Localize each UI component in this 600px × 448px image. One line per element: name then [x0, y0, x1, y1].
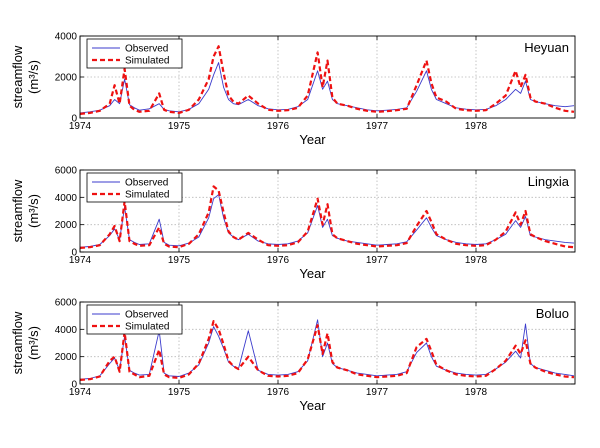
x-tick-label: 1977 — [366, 255, 389, 266]
y-axis-unit: (m³/s) — [26, 326, 41, 360]
axes-frame — [79, 169, 576, 253]
legend-label-observed: Observed — [125, 178, 168, 189]
x-tick-label: 1974 — [69, 387, 92, 398]
station-label: Heyuan — [524, 40, 569, 55]
x-tick-label: 1974 — [69, 121, 92, 132]
y-axis-unit: (m³/s) — [26, 194, 41, 228]
x-tick-label: 1977 — [366, 121, 389, 132]
series-line-simulated — [79, 185, 575, 249]
legend-box — [86, 304, 183, 335]
panel-heyuan: 1974 1975 1976 1977 1978 0 2000 4000 Year streamf… — [10, 32, 576, 147]
x-tick-label: 1975 — [168, 255, 191, 266]
legend-box — [86, 38, 183, 69]
y-tick-label: 0 — [71, 114, 77, 125]
x-tick-label: 1975 — [168, 387, 191, 398]
x-tick-label: 1975 — [168, 121, 191, 132]
y-tick-label: 2000 — [55, 220, 78, 231]
x-tick-label: 1978 — [465, 121, 488, 132]
x-tick-label: 1976 — [267, 121, 290, 132]
series-line-observed — [79, 194, 575, 248]
y-axis-unit: (m³/s) — [26, 60, 41, 94]
y-tick-label: 6000 — [55, 166, 78, 177]
series-line-simulated — [79, 45, 575, 115]
legend-label-simulated: Simulated — [125, 322, 169, 333]
panel-lingxia: 1974 1975 1976 1977 1978 0 2000 4000 6000 Year str… — [10, 166, 576, 281]
axes-frame — [79, 301, 576, 385]
x-tick-label: 1974 — [69, 255, 92, 266]
legend-label-simulated: Simulated — [125, 190, 169, 201]
x-axis-label: Year — [299, 132, 326, 147]
y-tick-label: 4000 — [55, 325, 78, 336]
x-tick-label: 1978 — [465, 387, 488, 398]
x-tick-label: 1976 — [267, 255, 290, 266]
y-tick-label: 6000 — [55, 298, 78, 309]
station-label: Boluo — [536, 306, 569, 321]
y-tick-label: 2000 — [55, 73, 78, 84]
y-tick-label: 4000 — [55, 193, 78, 204]
legend-label-observed: Observed — [125, 44, 168, 55]
y-tick-label: 0 — [71, 380, 77, 391]
y-axis-label: streamflow — [10, 45, 25, 108]
y-axis-label: streamflow — [10, 179, 25, 242]
legend-box — [86, 172, 183, 203]
legend-label-observed: Observed — [125, 310, 168, 321]
legend-label-simulated: Simulated — [125, 56, 169, 67]
x-axis-label: Year — [299, 266, 326, 281]
y-tick-label: 2000 — [55, 352, 78, 363]
series-line-simulated — [79, 320, 575, 381]
station-label: Lingxia — [528, 174, 570, 189]
x-tick-label: 1978 — [465, 255, 488, 266]
x-axis-label: Year — [299, 398, 326, 413]
y-tick-label: 4000 — [55, 32, 78, 43]
x-tick-label: 1976 — [267, 387, 290, 398]
panel-boluo: 1974 1975 1976 1977 1978 0 2000 4000 6000 Year str… — [10, 298, 576, 413]
y-axis-label: streamflow — [10, 311, 25, 374]
x-tick-label: 1977 — [366, 387, 389, 398]
y-tick-label: 0 — [71, 248, 77, 259]
